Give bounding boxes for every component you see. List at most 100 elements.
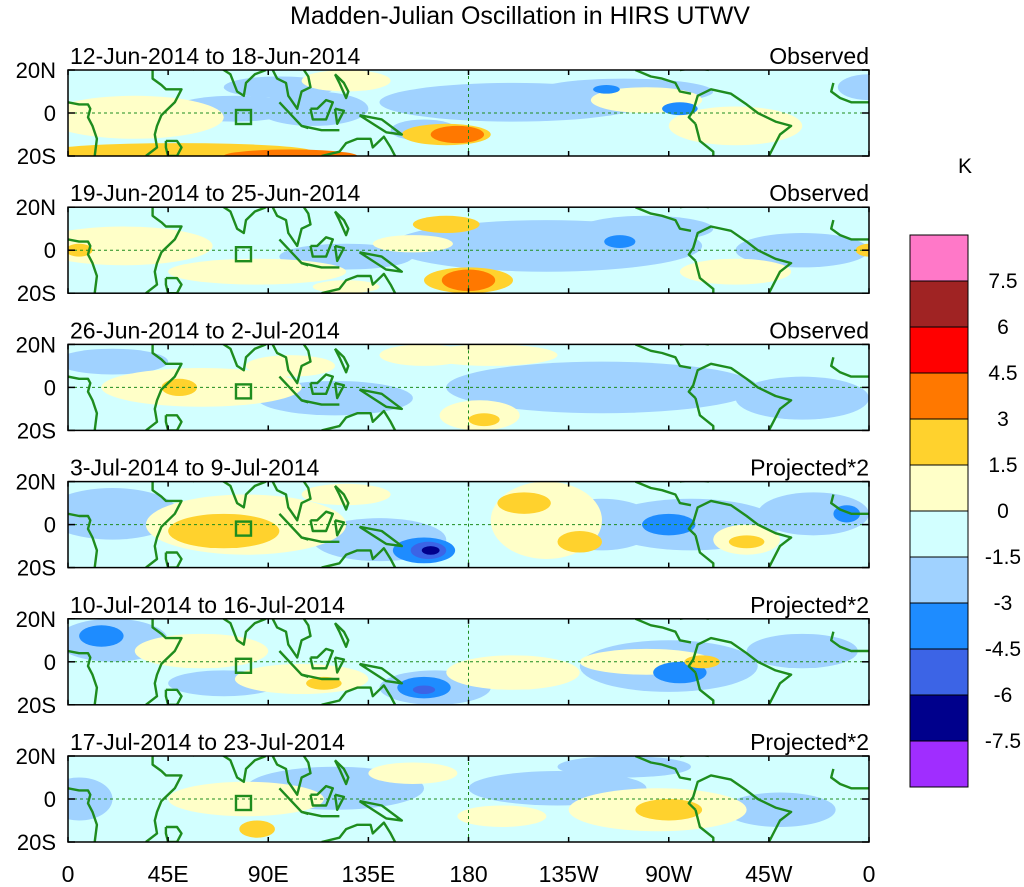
- coastline: [68, 375, 99, 431]
- coastline: [68, 238, 99, 294]
- coastline: [687, 362, 793, 431]
- legend-swatch: [909, 280, 969, 328]
- coastline: [164, 825, 183, 842]
- coastline: [309, 784, 334, 807]
- y-tick-label: 0: [44, 650, 56, 675]
- panel-status: Projected*2: [750, 455, 869, 481]
- legend-label: 3: [997, 408, 1009, 431]
- coastline: [358, 799, 403, 822]
- coastline: [145, 618, 183, 705]
- anomaly-contour: [301, 483, 391, 506]
- coastline: [830, 82, 869, 104]
- coastline: [192, 618, 267, 646]
- panel-date-range: 3-Jul-2014 to 9-Jul-2014: [70, 455, 320, 481]
- map-outline: [68, 481, 869, 568]
- map-outline: [68, 207, 869, 294]
- coastline: [358, 525, 403, 548]
- coastline: [358, 388, 403, 411]
- coastline: [694, 397, 715, 431]
- coastline: [333, 656, 346, 674]
- y-tick-label: 0: [44, 375, 56, 400]
- coastline: [687, 774, 793, 842]
- anomaly-contour: [593, 85, 620, 94]
- legend-label: 7.5: [988, 270, 1017, 293]
- anomaly-field: [68, 618, 858, 705]
- panel-date-range: 19-Jun-2014 to 25-Jun-2014: [70, 180, 360, 206]
- anomaly-contour: [372, 235, 453, 253]
- coastline: [309, 98, 334, 121]
- legend-swatch: [909, 602, 969, 650]
- y-tick-label: 20S: [17, 418, 56, 443]
- anomaly-contour: [728, 535, 765, 549]
- coastline: [309, 510, 334, 533]
- y-tick-label: 0: [44, 787, 56, 812]
- coastline: [301, 124, 340, 132]
- anomaly-contour: [579, 215, 714, 242]
- coastline: [694, 123, 715, 156]
- anomaly-contour: [837, 74, 869, 101]
- coastline: [309, 236, 334, 258]
- color-legend: K 7.5 6 4.5 3 1.5 0 -1.5 -3 -4.5 -6 -7.5: [909, 155, 1021, 788]
- coastline: [358, 251, 403, 273]
- anomaly-field: [68, 756, 836, 838]
- y-tick-label: 20N: [16, 58, 56, 83]
- panel-1: 20N 0 20S 12-Jun-2014 to 18-Jun-2014 Observe…: [16, 43, 870, 169]
- coastline: [321, 135, 397, 156]
- coastline: [271, 207, 312, 248]
- coastline: [687, 88, 793, 156]
- legend-label: -1.5: [985, 546, 1021, 569]
- legend-swatch: [909, 372, 969, 420]
- anomaly-field: [68, 344, 869, 431]
- coastline: [333, 244, 346, 263]
- coastline: [271, 618, 312, 659]
- anomaly-contour: [557, 756, 691, 778]
- coastline: [164, 414, 183, 431]
- legend-swatch: [909, 234, 969, 282]
- panel-status: Observed: [769, 317, 869, 343]
- coastline: [694, 535, 715, 568]
- coastline: [333, 381, 346, 400]
- panel-2: 20N 0 20S 19-Jun-2014 to 25-Jun-2014 Observe…: [16, 180, 870, 306]
- panel-status: Projected*2: [750, 729, 869, 755]
- anomaly-contour: [679, 258, 792, 285]
- anomaly-contour: [161, 378, 198, 396]
- coastline: [694, 672, 715, 705]
- coastline: [192, 70, 267, 97]
- coastline: [830, 494, 869, 515]
- y-tick-label: 20S: [17, 693, 56, 718]
- legend-swatch: [909, 694, 969, 742]
- legend-swatch: [909, 418, 969, 466]
- legend-swatch: [909, 464, 969, 512]
- anomaly-contour: [635, 799, 703, 821]
- y-tick-label: 20N: [16, 332, 56, 357]
- coastline: [271, 344, 312, 385]
- coastline: [192, 481, 267, 509]
- anomaly-contour: [735, 376, 869, 420]
- coastline: [830, 357, 869, 378]
- legend-label: -4.5: [985, 638, 1021, 661]
- coastline: [634, 70, 692, 95]
- legend-label: 4.5: [988, 362, 1017, 385]
- anomaly-contour: [457, 805, 547, 827]
- coastline: [694, 809, 715, 842]
- y-tick-label: 0: [44, 101, 56, 126]
- anomaly-contour: [168, 781, 324, 817]
- coastline: [358, 662, 403, 685]
- anomaly-contour: [168, 258, 347, 285]
- index-region-box: [234, 383, 253, 400]
- panel-date-range: 17-Jul-2014 to 23-Jul-2014: [70, 729, 345, 755]
- panel-date-range: 12-Jun-2014 to 18-Jun-2014: [70, 43, 360, 69]
- coastline: [164, 688, 183, 705]
- anomaly-contour: [757, 492, 869, 536]
- x-tick-label: 0: [62, 861, 75, 887]
- coastline: [333, 107, 346, 125]
- anomaly-contour: [604, 235, 636, 249]
- coastline: [694, 260, 715, 294]
- legend-label: 1.5: [988, 454, 1017, 477]
- anomaly-contour: [424, 344, 558, 366]
- panel-6: 20N 0 20S 17-Jul-2014 to 23-Jul-2014 Project…: [16, 729, 870, 855]
- coastline: [301, 261, 340, 269]
- coastline: [634, 618, 692, 644]
- coastline: [164, 276, 183, 294]
